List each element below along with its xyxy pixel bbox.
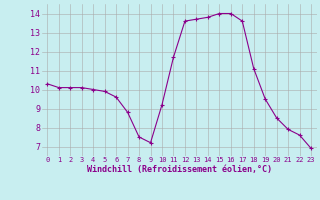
- X-axis label: Windchill (Refroidissement éolien,°C): Windchill (Refroidissement éolien,°C): [87, 165, 272, 174]
